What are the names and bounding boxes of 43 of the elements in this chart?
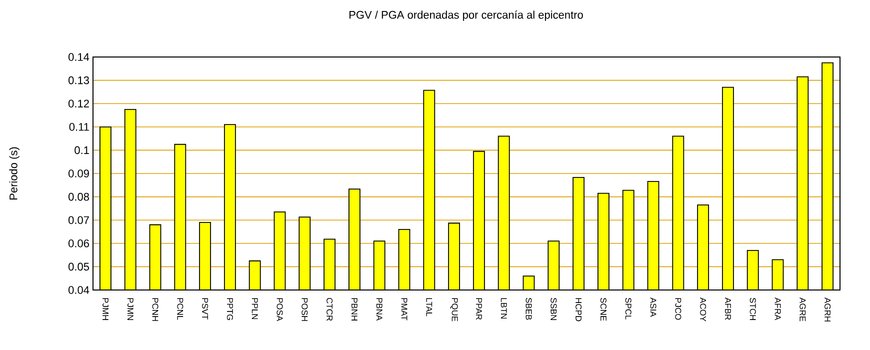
- y-tick-label: 0.09: [68, 170, 89, 178]
- x-tick-label: PJCO: [675, 298, 682, 320]
- x-tick-label: PCNH: [152, 298, 158, 321]
- x-tick-label: HCPD: [576, 298, 582, 322]
- x-tick-label: SCNE: [600, 298, 606, 321]
- x-tick-label: ACOY: [700, 298, 706, 322]
- y-tick-label: 0.14: [68, 53, 90, 61]
- y-tick-label: 0.05: [68, 262, 90, 271]
- y-tick-label: 0.04: [68, 286, 90, 294]
- x-tick-label: STCH: [750, 298, 756, 320]
- x-tick-label: PQUE: [450, 298, 458, 322]
- y-axis-title: Periodo (s): [9, 147, 20, 200]
- x-tick-label: PSVT: [202, 298, 208, 320]
- x-tick-label: PCNL: [177, 298, 184, 320]
- x-tick-label: POSA: [276, 298, 283, 322]
- x-tick-label: CTCR: [326, 298, 333, 321]
- x-tick-label: AGRH: [824, 298, 831, 322]
- x-tick-label: PJMN: [127, 298, 134, 320]
- y-tick-label: 0.06: [68, 240, 89, 248]
- x-tick-label: ASIA: [650, 298, 656, 317]
- y-tick-label: 0.13: [68, 76, 89, 84]
- x-tick-label: PJMH: [102, 298, 108, 320]
- x-tick-label: SBEB: [526, 298, 532, 320]
- x-tick-label: PBNH: [352, 298, 358, 320]
- x-tick-label: PMAT: [401, 298, 408, 320]
- y-tick-label: 0.08: [68, 192, 89, 201]
- y-tick-label: 0.11: [69, 122, 89, 131]
- x-tick-label: AGRE: [800, 298, 806, 322]
- x-tick-label: SSBN: [550, 298, 557, 320]
- x-tick-label: LTAL: [426, 298, 432, 316]
- x-tick-label: AFRA: [774, 298, 781, 320]
- x-tick-label: POSH: [302, 298, 308, 321]
- x-tick-label: SPCL: [625, 298, 632, 320]
- x-tick-label: PPAR: [476, 298, 482, 320]
- y-tick-label: 0.1: [74, 146, 89, 154]
- y-tick-label: 0.12: [68, 100, 89, 108]
- x-tick-label: AFBR: [725, 298, 731, 320]
- x-tick-label: PPTG: [226, 298, 233, 320]
- x-tick-label: PBNA: [376, 298, 382, 321]
- x-tick-label: PPLN: [252, 298, 258, 320]
- x-tick-label: LBTN: [500, 298, 507, 319]
- y-tick-label: 0.07: [68, 216, 89, 224]
- chart-title: PGV / PGA ordenadas por cercanía al epicentro: [350, 10, 583, 21]
